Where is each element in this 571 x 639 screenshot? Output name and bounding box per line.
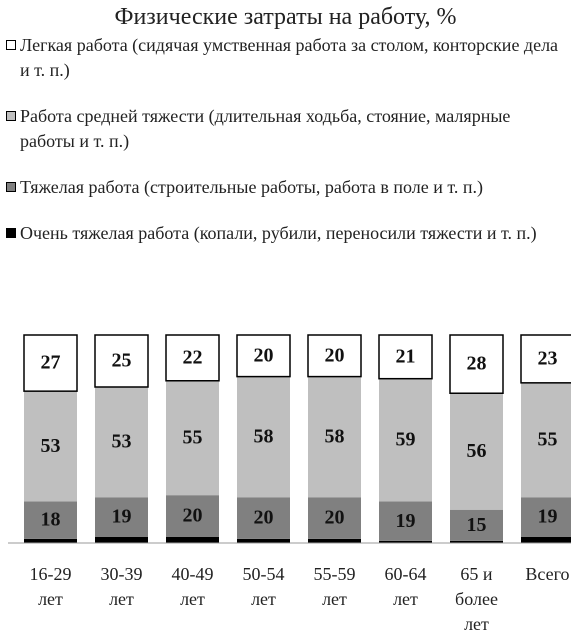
data-label: 19 (396, 510, 416, 532)
bar-segment (95, 387, 148, 498)
bar-segment (520, 334, 571, 384)
data-label: 18 (41, 509, 61, 531)
bar-segment (521, 536, 571, 543)
bar-segment (24, 391, 77, 502)
data-label: 55 (538, 429, 558, 451)
bar-segment (450, 393, 503, 510)
bar-segment (24, 501, 77, 539)
legend-swatch (6, 182, 16, 192)
data-label: 20 (254, 344, 274, 366)
data-label: 55 (183, 427, 203, 449)
bar-segment (450, 509, 503, 541)
data-label: 53 (41, 435, 61, 457)
bar-segment (237, 497, 290, 539)
x-tick-label: 40-49 лет (171, 564, 214, 609)
legend-label: Легкая работа (сидячая умственная работа… (20, 35, 559, 80)
bar-segment (166, 536, 219, 543)
bar-segment (308, 497, 361, 539)
data-label: 28 (467, 353, 487, 375)
legend-item: Тяжелая работа (строительные работы, раб… (6, 175, 566, 200)
data-label: 20 (254, 507, 274, 529)
x-tick-label: 16-29 лет (29, 564, 72, 609)
bar-segment (165, 334, 220, 382)
legend-label: Тяжелая работа (строительные работы, раб… (20, 177, 483, 197)
bar-segment (237, 538, 290, 543)
bar-segment (166, 380, 219, 496)
bar-segment (23, 334, 78, 392)
legend-item: Очень тяжелая работа (копали, рубили, пе… (6, 221, 566, 246)
data-label: 59 (396, 429, 416, 451)
data-label: 56 (467, 440, 487, 462)
x-tick-label: 50-54 лет (242, 564, 285, 609)
x-tick-label: Всего (525, 564, 570, 584)
bar-segment (379, 501, 432, 541)
x-tick-label: 65 и более лет (455, 564, 498, 634)
data-label: 23 (538, 348, 558, 370)
bar-segment (95, 497, 148, 537)
data-label: 53 (112, 431, 132, 453)
x-tick-label: 55-59 лет (313, 564, 356, 609)
bar-segment (308, 538, 361, 543)
legend-swatch (6, 228, 16, 238)
bar-segment (308, 376, 361, 498)
data-label: 58 (325, 426, 345, 448)
bar-segment (521, 382, 571, 498)
bar-segment (237, 376, 290, 498)
data-label: 20 (325, 507, 345, 529)
data-label: 20 (325, 344, 345, 366)
data-label: 25 (112, 350, 132, 372)
legend-item: Легкая работа (сидячая умственная работа… (6, 33, 566, 83)
bar-segment (450, 540, 503, 543)
data-label: 21 (396, 345, 416, 367)
legend: Легкая работа (сидячая умственная работа… (6, 33, 566, 246)
data-label: 27 (41, 352, 61, 374)
data-label: 15 (467, 514, 487, 536)
bar-segment (379, 378, 432, 502)
legend-label: Работа средней тяжести (длительная ходьб… (20, 106, 511, 151)
data-label: 19 (112, 506, 132, 528)
data-label: 22 (183, 346, 203, 368)
legend-label: Очень тяжелая работа (копали, рубили, пе… (20, 223, 537, 243)
bar-segment (94, 334, 149, 388)
data-label: 20 (183, 505, 203, 527)
legend-swatch (6, 111, 16, 121)
bar-segment (379, 540, 432, 543)
bar-segment (307, 334, 362, 378)
bar-segment (236, 334, 291, 378)
legend-swatch (6, 40, 16, 50)
legend-item: Работа средней тяжести (длительная ходьб… (6, 104, 566, 154)
chart-title: Физические затраты на работу, % (114, 4, 457, 30)
data-label: 19 (538, 506, 558, 528)
bar-segment (166, 495, 219, 537)
bar-segment (521, 497, 571, 537)
bar-segment (95, 536, 148, 543)
bar-segment (449, 334, 504, 394)
bar-segment (378, 334, 433, 380)
x-tick-label: 30-39 лет (100, 564, 143, 609)
x-tick-label: 60-64 лет (384, 564, 427, 609)
bar-segment (24, 538, 77, 543)
data-label: 58 (254, 426, 274, 448)
